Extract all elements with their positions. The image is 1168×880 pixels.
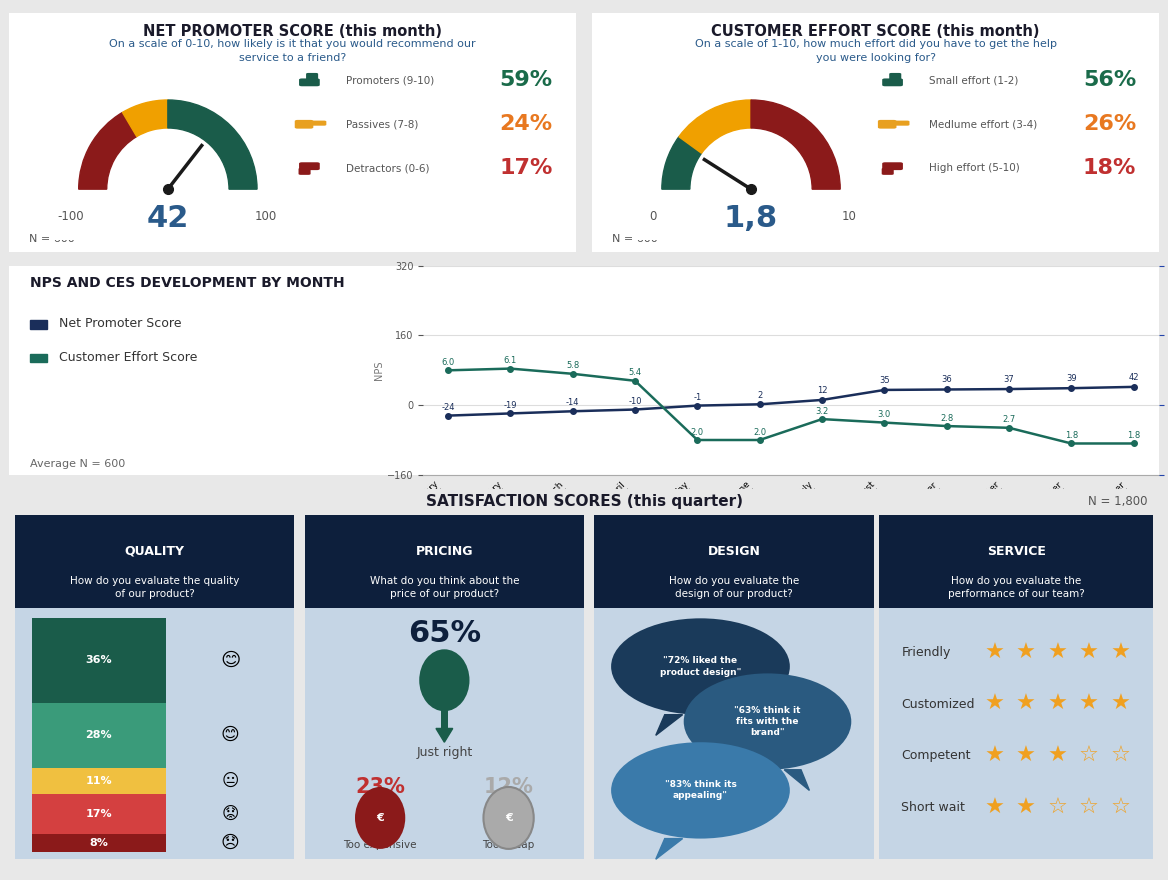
- Text: 17%: 17%: [500, 158, 552, 179]
- Text: 2: 2: [757, 392, 763, 400]
- FancyBboxPatch shape: [299, 78, 320, 86]
- Text: 35: 35: [880, 376, 890, 385]
- FancyBboxPatch shape: [294, 120, 313, 128]
- FancyBboxPatch shape: [299, 162, 320, 170]
- FancyBboxPatch shape: [894, 121, 910, 126]
- Text: On a scale of 1-10, how much effort did you have to get the help
you were lookin: On a scale of 1-10, how much effort did …: [695, 40, 1057, 63]
- Y-axis label: NPS: NPS: [374, 361, 384, 380]
- FancyBboxPatch shape: [878, 120, 897, 128]
- Text: -1: -1: [694, 392, 702, 401]
- Text: 24%: 24%: [500, 114, 552, 135]
- Text: Promoters (9-10): Promoters (9-10): [346, 75, 434, 85]
- Text: Average N = 600: Average N = 600: [30, 459, 125, 469]
- Text: 3.2: 3.2: [815, 407, 828, 415]
- Text: 37: 37: [1003, 375, 1015, 384]
- FancyBboxPatch shape: [586, 11, 1164, 254]
- Text: 6.0: 6.0: [442, 358, 454, 367]
- Text: -24: -24: [442, 403, 454, 412]
- Text: Net Promoter Score: Net Promoter Score: [60, 318, 181, 330]
- Text: 6.1: 6.1: [503, 356, 517, 365]
- Text: NPS AND CES DEVELOPMENT BY MONTH: NPS AND CES DEVELOPMENT BY MONTH: [30, 275, 345, 290]
- Text: Passives (7-8): Passives (7-8): [346, 120, 418, 129]
- FancyBboxPatch shape: [882, 162, 903, 170]
- Text: 3.0: 3.0: [878, 410, 891, 419]
- Text: NET PROMOTER SCORE (this month): NET PROMOTER SCORE (this month): [142, 24, 442, 39]
- Text: -14: -14: [566, 399, 579, 407]
- Text: Small effort (1-2): Small effort (1-2): [930, 75, 1018, 85]
- Text: -10: -10: [628, 397, 641, 406]
- Text: 18%: 18%: [1083, 158, 1136, 179]
- Text: 2.0: 2.0: [690, 428, 704, 436]
- Text: N = 1,800: N = 1,800: [1087, 495, 1147, 509]
- Text: N = 600: N = 600: [29, 234, 75, 244]
- Text: 26%: 26%: [1083, 114, 1136, 135]
- Text: Customer Effort Score: Customer Effort Score: [60, 351, 197, 363]
- FancyBboxPatch shape: [882, 78, 903, 86]
- Text: 12: 12: [816, 385, 827, 395]
- Text: 2.7: 2.7: [1002, 415, 1016, 424]
- Text: N = 600: N = 600: [612, 234, 658, 244]
- FancyBboxPatch shape: [310, 121, 326, 126]
- Text: -19: -19: [503, 400, 517, 409]
- Text: 56%: 56%: [1083, 70, 1136, 90]
- Bar: [30, 354, 47, 362]
- Text: 1.8: 1.8: [1065, 431, 1078, 440]
- Text: 1.8: 1.8: [1127, 431, 1140, 440]
- Text: 39: 39: [1066, 374, 1077, 383]
- Text: 2.0: 2.0: [753, 428, 766, 436]
- FancyBboxPatch shape: [889, 73, 902, 80]
- Text: On a scale of 0-10, how likely is it that you would recommend our
service to a f: On a scale of 0-10, how likely is it tha…: [109, 40, 475, 63]
- Text: High effort (5-10): High effort (5-10): [930, 164, 1020, 173]
- FancyBboxPatch shape: [882, 168, 894, 175]
- Text: Detractors (0-6): Detractors (0-6): [346, 164, 430, 173]
- Text: Medlume effort (3-4): Medlume effort (3-4): [930, 120, 1037, 129]
- FancyBboxPatch shape: [306, 73, 318, 80]
- Text: CUSTOMER EFFORT SCORE (this month): CUSTOMER EFFORT SCORE (this month): [711, 24, 1040, 39]
- Text: 42: 42: [1128, 372, 1139, 382]
- Text: SATISFACTION SCORES (this quarter): SATISFACTION SCORES (this quarter): [425, 495, 743, 510]
- Text: 5.8: 5.8: [566, 362, 579, 370]
- Text: 5.4: 5.4: [628, 369, 641, 378]
- Bar: [30, 320, 47, 328]
- Text: 36: 36: [941, 375, 952, 385]
- FancyBboxPatch shape: [4, 11, 582, 254]
- Text: 59%: 59%: [500, 70, 552, 90]
- Text: 2.8: 2.8: [940, 414, 953, 422]
- FancyBboxPatch shape: [299, 168, 311, 175]
